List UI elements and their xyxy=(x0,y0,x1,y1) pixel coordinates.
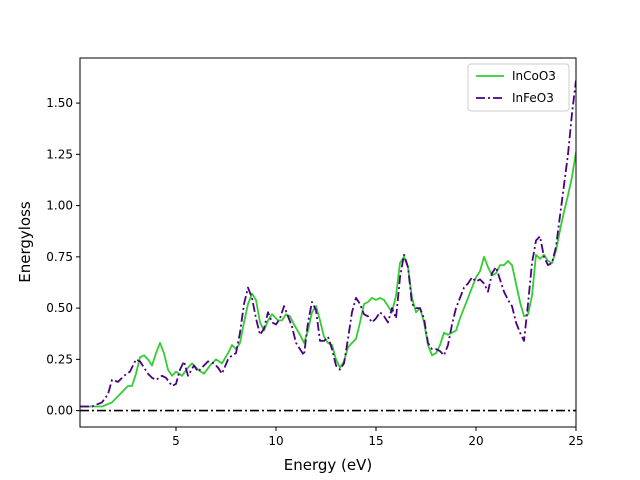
x-tick-label: 5 xyxy=(172,434,180,448)
series-line-infeo3 xyxy=(80,80,576,408)
y-tick-label: 1.00 xyxy=(46,199,73,213)
y-tick-label: 0.75 xyxy=(46,250,73,264)
legend: InCoO3 InFeO3 xyxy=(467,63,570,112)
x-tick-label: 20 xyxy=(468,434,483,448)
x-tick-label: 15 xyxy=(368,434,383,448)
y-tick-label: 1.50 xyxy=(46,96,73,110)
y-tick-label: 1.25 xyxy=(46,147,73,161)
plot-area xyxy=(80,58,576,427)
y-tick-label: 0.50 xyxy=(46,301,73,315)
y-tick-label: 0.00 xyxy=(46,404,73,418)
x-tick-label: 25 xyxy=(568,434,583,448)
y-tick-label: 0.25 xyxy=(46,352,73,366)
legend-label-infeo3: InFeO3 xyxy=(512,91,554,105)
plot-frame xyxy=(79,57,577,428)
x-axis-label: Energy (eV) xyxy=(284,456,372,474)
x-tick-label: 10 xyxy=(268,434,283,448)
legend-label-incoo3: InCoO3 xyxy=(512,69,556,83)
y-axis-label: Energyloss xyxy=(16,201,34,283)
